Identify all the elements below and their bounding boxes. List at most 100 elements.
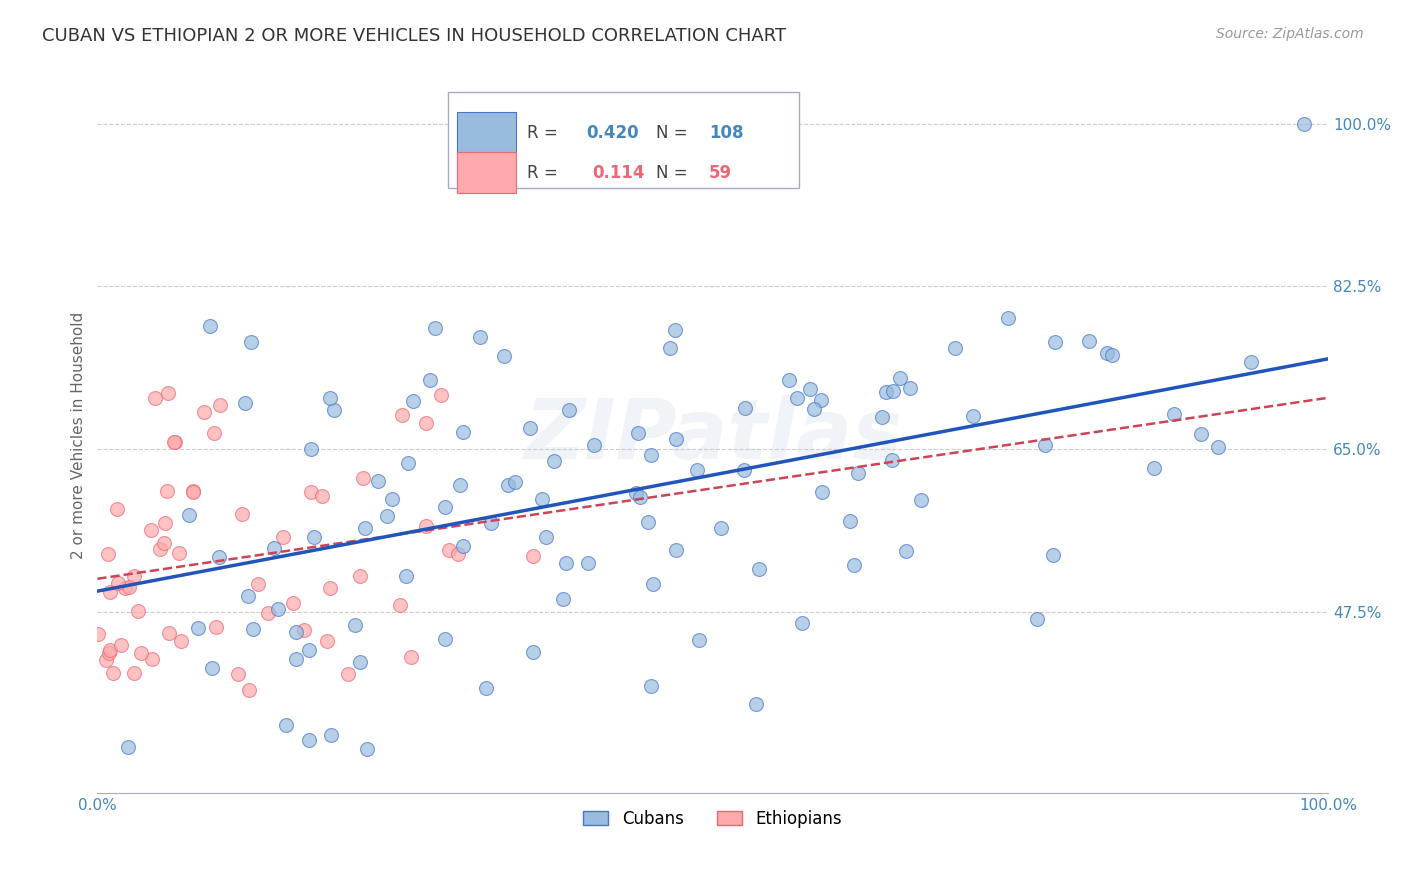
Point [882, 452, 904, 467]
Point [399, 650, 422, 665]
Point [803, 401, 825, 416]
Point [543, 454, 565, 468]
Point [395, 569, 418, 583]
Point [110, 638, 132, 652]
Point [298, 733, 321, 747]
Point [1101, 348, 1123, 362]
Point [433, 632, 456, 646]
Point [555, 556, 578, 570]
Point [391, 408, 413, 422]
Text: 0.114: 0.114 [592, 163, 644, 182]
Point [179, 508, 201, 522]
Point [226, 667, 249, 681]
Point [299, 442, 322, 457]
Point [117, 740, 139, 755]
Point [640, 448, 662, 462]
Point [170, 634, 193, 648]
Point [183, 484, 205, 499]
Point [451, 539, 474, 553]
Point [665, 432, 688, 446]
Point [748, 561, 770, 575]
Point [157, 386, 180, 401]
Point [583, 438, 606, 452]
Point [302, 531, 325, 545]
Point [143, 391, 166, 405]
Point [381, 492, 404, 507]
Point [157, 625, 180, 640]
Point [257, 607, 280, 621]
Point [149, 541, 172, 556]
Point [1292, 117, 1315, 131]
Point [778, 373, 800, 387]
Text: N =: N = [657, 163, 693, 182]
Point [129, 647, 152, 661]
Point [396, 456, 419, 470]
Point [536, 530, 558, 544]
Point [281, 596, 304, 610]
Point [201, 661, 224, 675]
Point [316, 634, 339, 648]
Point [114, 582, 136, 596]
Point [1163, 407, 1185, 421]
Point [98, 643, 121, 657]
Point [1033, 437, 1056, 451]
Text: Source: ZipAtlas.com: Source: ZipAtlas.com [1216, 27, 1364, 41]
Point [153, 516, 176, 530]
Point [285, 625, 308, 640]
Point [337, 666, 360, 681]
Point [319, 581, 342, 595]
Point [105, 502, 128, 516]
Point [127, 603, 149, 617]
Text: R =: R = [527, 163, 568, 182]
Point [1189, 427, 1212, 442]
Point [628, 491, 651, 505]
Point [870, 409, 893, 424]
FancyBboxPatch shape [457, 152, 516, 194]
Point [643, 577, 665, 591]
Point [522, 549, 544, 563]
Point [156, 484, 179, 499]
Point [574, 153, 596, 167]
Point [1026, 612, 1049, 626]
Point [468, 330, 491, 344]
Point [153, 536, 176, 550]
Point [811, 485, 834, 500]
Point [86, 627, 108, 641]
Point [96, 547, 118, 561]
Point [242, 623, 264, 637]
Point [349, 569, 371, 583]
Point [353, 471, 375, 485]
Point [962, 409, 984, 423]
Point [496, 478, 519, 492]
Point [273, 530, 295, 544]
Point [321, 728, 343, 742]
Point [266, 602, 288, 616]
Point [311, 489, 333, 503]
FancyBboxPatch shape [457, 112, 516, 153]
Point [209, 398, 232, 412]
Point [475, 681, 498, 695]
Point [844, 558, 866, 573]
Point [367, 474, 389, 488]
Point [298, 642, 321, 657]
Point [430, 388, 453, 402]
Point [299, 485, 322, 500]
Point [558, 403, 581, 417]
Point [122, 568, 145, 582]
Point [322, 403, 344, 417]
Text: N =: N = [657, 124, 693, 142]
Y-axis label: 2 or more Vehicles in Household: 2 or more Vehicles in Household [72, 311, 86, 558]
Point [786, 391, 808, 405]
Point [627, 425, 650, 440]
Point [274, 718, 297, 732]
Point [107, 576, 129, 591]
Point [294, 623, 316, 637]
Legend: Cubans, Ethiopians: Cubans, Ethiopians [576, 803, 849, 834]
Point [810, 392, 832, 407]
Point [790, 616, 813, 631]
Point [710, 521, 733, 535]
Text: CUBAN VS ETHIOPIAN 2 OR MORE VEHICLES IN HOUSEHOLD CORRELATION CHART: CUBAN VS ETHIOPIAN 2 OR MORE VEHICLES IN… [42, 27, 786, 45]
Point [447, 547, 470, 561]
Text: ZIPatlas: ZIPatlas [524, 394, 901, 475]
Point [637, 516, 659, 530]
